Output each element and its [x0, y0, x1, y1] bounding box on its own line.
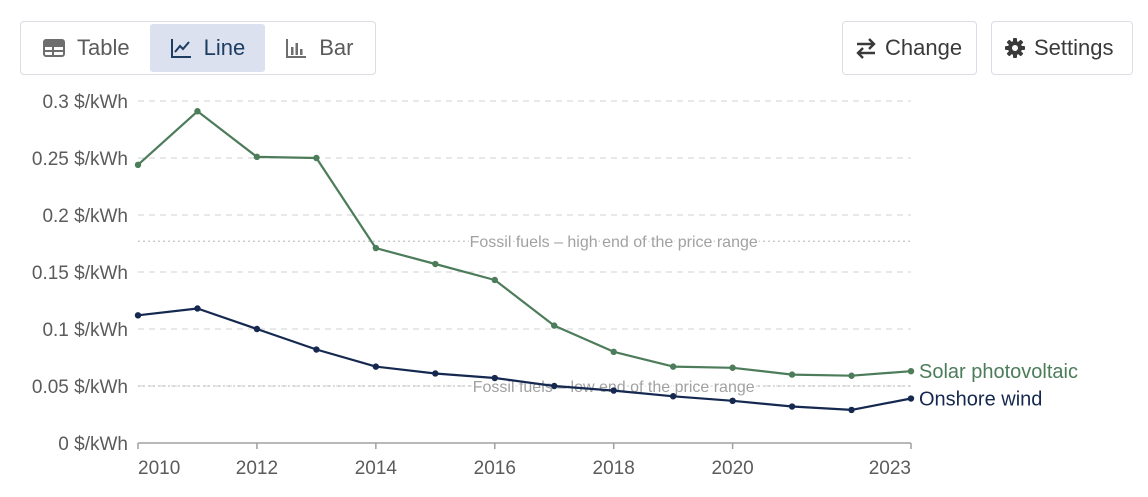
x-tick-label: 2020	[711, 458, 753, 479]
y-tick-label: 0.05 $/kWh	[32, 377, 128, 398]
x-tick-label: 2012	[236, 458, 278, 479]
reference-line-label: Fossil fuels – high end of the price ran…	[470, 234, 758, 251]
data-point	[907, 367, 915, 375]
gear-icon	[1005, 38, 1025, 58]
tab-table-label: Table	[77, 35, 130, 60]
series-label: Onshore wind	[919, 389, 1042, 411]
data-point	[610, 387, 617, 394]
line-chart-icon	[170, 39, 191, 58]
tab-bar[interactable]: Bar	[265, 24, 373, 72]
settings-button-label: Settings	[1034, 35, 1114, 60]
x-tick-label: 2016	[474, 458, 516, 479]
data-point	[194, 305, 201, 312]
data-point	[253, 153, 261, 161]
settings-button[interactable]: Settings	[991, 21, 1133, 75]
data-point	[848, 406, 855, 414]
data-point	[134, 312, 142, 319]
tab-bar-label: Bar	[319, 35, 354, 60]
y-tick-label: 0.3 $/kWh	[42, 92, 128, 113]
data-point	[372, 363, 380, 370]
data-point	[551, 382, 558, 390]
data-point	[313, 154, 320, 162]
y-tick-label: 0.25 $/kWh	[32, 149, 128, 170]
x-tick-label: 2014	[355, 458, 398, 479]
table-icon	[43, 39, 65, 57]
y-tick-label: 0.1 $/kWh	[42, 320, 128, 341]
data-point	[669, 393, 677, 400]
y-tick-label: 0 $/kWh	[58, 434, 128, 455]
data-point	[432, 370, 439, 377]
data-point	[194, 108, 201, 115]
tab-line[interactable]: Line	[149, 24, 266, 72]
change-button-label: Change	[885, 35, 963, 60]
data-point	[610, 348, 617, 355]
y-tick-label: 0.2 $/kWh	[42, 206, 128, 227]
series-line-solar	[137, 110, 912, 377]
data-point	[432, 260, 439, 268]
data-point	[848, 372, 855, 379]
change-button[interactable]: Change	[842, 21, 977, 75]
data-point	[313, 346, 320, 353]
data-point	[491, 374, 498, 382]
data-point	[729, 397, 736, 405]
data-point	[491, 276, 498, 284]
data-point	[372, 244, 380, 252]
series-label: Solar photovoltaic	[919, 361, 1078, 383]
y-tick-label: 0.15 $/kWh	[32, 263, 128, 284]
data-point	[788, 371, 796, 378]
data-point	[551, 322, 558, 329]
bar-chart-icon	[286, 39, 307, 58]
x-tick-label: 2018	[593, 458, 635, 479]
tab-line-label: Line	[203, 35, 246, 60]
data-point	[788, 403, 796, 410]
x-tick-label: 2023	[869, 458, 911, 479]
data-point	[134, 161, 142, 169]
x-tick-label: 2010	[138, 458, 180, 479]
chart-toolbar: Table Line Bar Change	[0, 0, 1148, 90]
data-point	[669, 363, 677, 370]
tab-table[interactable]: Table	[23, 24, 150, 72]
data-point	[907, 395, 915, 402]
series-line-wind	[137, 307, 912, 411]
data-point	[729, 364, 736, 371]
chart-view-tabs: Table Line Bar	[20, 21, 377, 75]
data-point	[253, 325, 261, 333]
swap-arrows-icon	[856, 38, 876, 59]
